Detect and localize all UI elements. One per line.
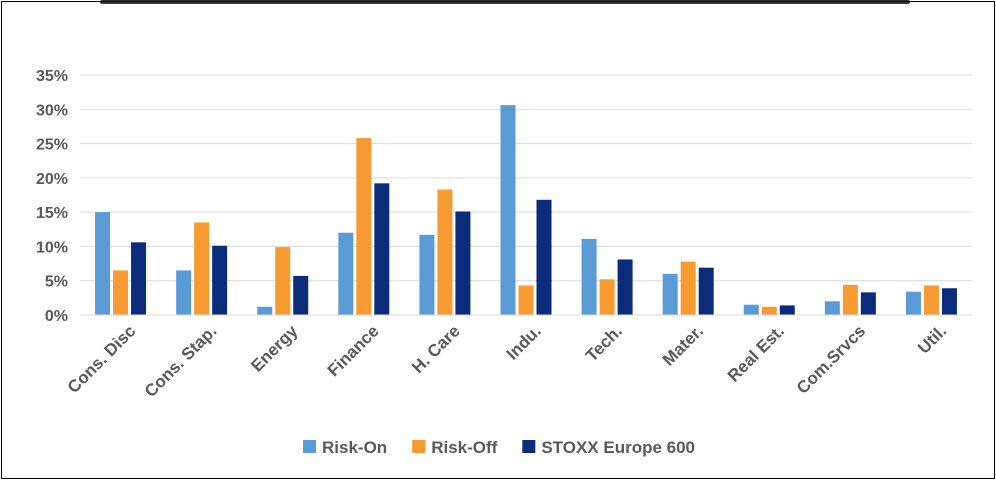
y-axis-ticks: 0% 5% 10% 15% 20% 25% 30% 35% — [36, 68, 68, 325]
y-tick-label: 15% — [36, 205, 68, 222]
bar-risk-off — [275, 247, 291, 315]
legend: Risk-On Risk-Off STOXX Europe 600 — [303, 438, 695, 457]
category-label: H. Care — [408, 321, 464, 377]
bar-risk-off — [437, 189, 453, 315]
y-tick-label: 5% — [45, 274, 68, 291]
top-edge-shadow — [100, 0, 910, 4]
bar-risk-on — [500, 105, 516, 316]
bar-risk-off — [761, 306, 777, 315]
gridlines — [80, 74, 972, 282]
bar-risk-on — [662, 273, 678, 315]
category-label: Util. — [914, 321, 950, 357]
bar-stoxx-europe-600 — [374, 183, 390, 315]
legend-swatch — [303, 440, 316, 453]
category-label: Finance — [324, 321, 383, 380]
bar-risk-on — [95, 212, 111, 315]
bar-stoxx-europe-600 — [779, 305, 795, 315]
bar-stoxx-europe-600 — [536, 199, 552, 315]
legend-label: Risk-Off — [431, 438, 497, 457]
bar-stoxx-europe-600 — [860, 292, 876, 315]
bar-risk-on — [581, 238, 597, 315]
y-tick-label: 0% — [45, 308, 68, 325]
category-label: Com.Srvcs — [793, 321, 869, 397]
bar-stoxx-europe-600 — [698, 267, 714, 315]
category-label: Real Est. — [724, 321, 788, 385]
bar-risk-on — [176, 270, 192, 315]
y-tick-label: 35% — [36, 68, 68, 85]
legend-swatch — [412, 440, 426, 453]
bar-stoxx-europe-600 — [212, 245, 228, 315]
y-tick-label: 25% — [36, 137, 68, 154]
bar-stoxx-europe-600 — [455, 211, 471, 315]
category-label: Tech. — [582, 321, 626, 365]
bar-stoxx-europe-600 — [293, 275, 309, 315]
legend-label: STOXX Europe 600 — [541, 438, 695, 457]
category-label: Energy — [247, 321, 302, 376]
y-tick-label: 10% — [36, 239, 68, 256]
category-label: Cons. Stap. — [141, 321, 221, 401]
legend-swatch — [522, 440, 536, 453]
bar-risk-off — [194, 222, 210, 315]
bar-risk-on — [338, 232, 354, 315]
bar-risk-on — [257, 306, 273, 315]
bar-stoxx-europe-600 — [131, 242, 147, 315]
bars — [95, 105, 957, 316]
bar-risk-off — [923, 285, 939, 315]
bar-risk-off — [356, 138, 372, 315]
category-label: Cons. Disc — [64, 321, 140, 397]
bar-risk-off — [599, 279, 615, 315]
bar-risk-on — [743, 304, 759, 315]
bar-risk-on — [905, 291, 921, 315]
bar-stoxx-europe-600 — [941, 288, 957, 315]
x-axis-categories: Cons. Disc Cons. Stap. Energy Finance H. Car… — [64, 321, 950, 401]
legend-label: Risk-On — [322, 438, 387, 457]
bar-stoxx-europe-600 — [617, 259, 633, 315]
bar-risk-off — [842, 284, 858, 315]
y-tick-label: 30% — [36, 102, 68, 119]
category-label: Indu. — [503, 321, 545, 363]
bar-risk-off — [113, 270, 129, 315]
bar-risk-off — [518, 285, 534, 315]
bar-risk-off — [680, 261, 696, 315]
bar-risk-on — [419, 234, 435, 315]
bar-risk-on — [824, 301, 840, 315]
y-tick-label: 20% — [36, 171, 68, 188]
category-label: Mater. — [659, 321, 707, 369]
